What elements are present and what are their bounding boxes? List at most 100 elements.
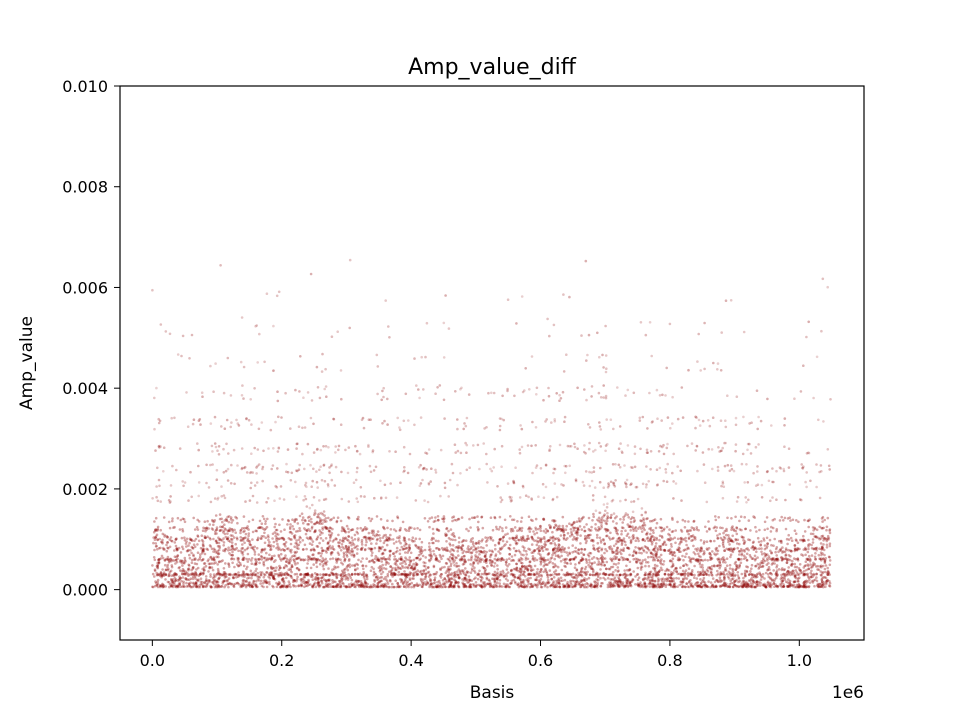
scatter-point [161, 532, 165, 536]
scatter-point [226, 515, 229, 519]
scatter-point [282, 577, 285, 580]
scatter-point [531, 558, 535, 561]
scatter-point [254, 557, 257, 561]
scatter-point [531, 538, 535, 541]
scatter-point [386, 526, 389, 530]
scatter-point [293, 550, 297, 554]
scatter-point [484, 540, 488, 543]
scatter-point [742, 415, 745, 419]
scatter-point [549, 536, 552, 539]
scatter-point [212, 390, 215, 394]
scatter-point [181, 576, 185, 579]
scatter-point [553, 551, 557, 555]
scatter-point [687, 520, 690, 523]
scatter-point [305, 581, 308, 584]
scatter-point [410, 585, 413, 589]
scatter-point [183, 562, 186, 565]
scatter-point [786, 542, 789, 546]
scatter-point [742, 538, 745, 542]
scatter-point [731, 567, 734, 571]
scatter-point [451, 585, 455, 589]
scatter-point [194, 570, 197, 574]
scatter-point [159, 323, 163, 326]
scatter-point [587, 576, 591, 580]
scatter-point [535, 386, 539, 390]
scatter-point [800, 463, 803, 466]
scatter-point [794, 569, 798, 572]
scatter-point [756, 465, 759, 468]
scatter-point [542, 564, 546, 568]
scatter-point [525, 566, 528, 569]
scatter-point [595, 547, 599, 551]
scatter-point [652, 519, 655, 522]
scatter-point [597, 560, 601, 564]
scatter-point [618, 558, 621, 561]
scatter-point [283, 542, 287, 546]
scatter-point [647, 572, 650, 576]
scatter-point [336, 551, 340, 554]
scatter-point [585, 578, 589, 581]
scatter-point [570, 523, 573, 527]
scatter-point [530, 497, 533, 500]
scatter-point [231, 534, 234, 537]
scatter-point [664, 569, 667, 573]
scatter-point [343, 567, 347, 571]
scatter-point [237, 582, 241, 586]
scatter-point [236, 521, 239, 525]
scatter-point [673, 569, 676, 572]
scatter-point [467, 545, 470, 548]
scatter-point [612, 562, 616, 566]
scatter-point [700, 547, 703, 551]
scatter-point [644, 333, 648, 337]
scatter-point [295, 539, 298, 542]
scatter-point [654, 573, 658, 577]
scatter-point [503, 574, 507, 578]
scatter-point [380, 557, 384, 560]
scatter-point [156, 580, 159, 584]
scatter-point [209, 538, 212, 541]
scatter-point [619, 573, 622, 577]
scatter-point [614, 526, 617, 530]
scatter-point [359, 580, 363, 583]
scatter-point [244, 500, 247, 503]
scatter-point [609, 565, 613, 569]
scatter-point [734, 560, 738, 564]
scatter-point [339, 573, 342, 577]
scatter-point [767, 555, 771, 558]
scatter-point [434, 516, 437, 519]
scatter-point [761, 583, 765, 586]
scatter-point [580, 528, 584, 531]
scatter-point [674, 482, 678, 485]
scatter-point [614, 542, 618, 546]
scatter-point [228, 527, 232, 530]
scatter-point [360, 543, 364, 546]
scatter-point [351, 539, 355, 542]
scatter-point [628, 553, 631, 557]
scatter-point [194, 573, 197, 577]
scatter-point [384, 496, 388, 500]
scatter-point [552, 526, 556, 530]
scatter-point [528, 564, 531, 567]
scatter-point [427, 448, 431, 451]
scatter-point [333, 565, 336, 568]
scatter-point [230, 521, 233, 524]
scatter-point [465, 570, 469, 573]
scatter-point [775, 529, 778, 533]
scatter-point [605, 505, 609, 509]
scatter-point [475, 547, 478, 551]
scatter-point [183, 536, 186, 539]
scatter-point [187, 582, 191, 585]
scatter-point [336, 565, 340, 569]
scatter-point [444, 294, 447, 297]
scatter-point [163, 559, 167, 562]
scatter-point [709, 556, 713, 560]
scatter-point [445, 546, 449, 550]
scatter-point [682, 564, 685, 567]
scatter-point [586, 582, 590, 586]
scatter-point [162, 446, 166, 450]
scatter-point [312, 553, 315, 556]
scatter-point [679, 536, 683, 540]
scatter-point [651, 529, 655, 532]
scatter-point [592, 512, 595, 516]
scatter-point [267, 447, 270, 450]
